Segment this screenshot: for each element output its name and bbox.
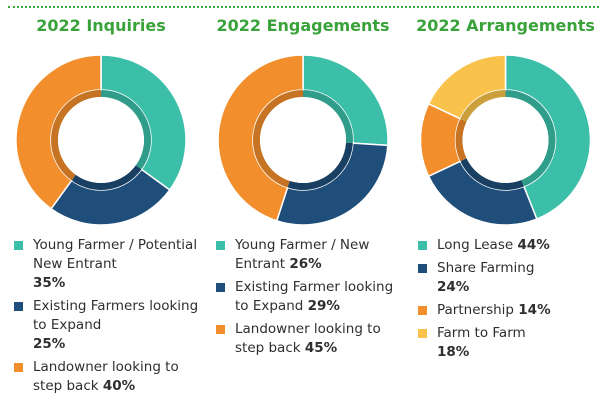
legend-label: Landowner looking to step back bbox=[33, 359, 179, 394]
panel-engagements: 2022 Engagements Young Farmer / New Entr… bbox=[202, 0, 404, 406]
legend-swatch bbox=[418, 241, 427, 250]
donut-chart-engagements bbox=[217, 54, 389, 226]
donut-hole bbox=[260, 97, 346, 183]
legend-label: Landowner looking to step back bbox=[235, 321, 381, 356]
donut-slice-inner-band bbox=[505, 90, 556, 187]
legend-engagements: Young Farmer / New Entrant 26% Existing … bbox=[216, 236, 404, 362]
donut-slice-inner-band bbox=[71, 165, 142, 190]
donut-hole bbox=[462, 97, 549, 183]
donut-slice-inner-band bbox=[303, 90, 353, 144]
legend-value: 44% bbox=[517, 237, 550, 253]
chart-title-inquiries: 2022 Inquiries bbox=[36, 16, 166, 35]
legend-label: Partnership bbox=[437, 302, 514, 318]
legend-label: Share Farming bbox=[437, 260, 535, 276]
donut-chart-inquiries bbox=[15, 54, 187, 226]
legend-label: Long Lease bbox=[437, 237, 514, 253]
legend-label: Young Farmer / Potential New Entrant bbox=[33, 237, 198, 272]
chart-title-engagements: 2022 Engagements bbox=[216, 16, 390, 35]
donut-slice-inner-band bbox=[460, 158, 524, 190]
legend-label: Young Farmer / New Entrant bbox=[235, 237, 370, 272]
legend-value: 35% bbox=[33, 275, 66, 291]
top-dotted-divider bbox=[8, 6, 599, 8]
legend-swatch bbox=[216, 283, 225, 292]
legend-swatch bbox=[14, 241, 23, 250]
legend-item-landowner: Landowner looking to step back 40% bbox=[14, 358, 202, 396]
legend-label: Farm to Farm bbox=[437, 325, 526, 341]
legend-item-farm-to-farm: Farm to Farm 18% bbox=[418, 324, 607, 362]
chart-title-arrangements: 2022 Arrangements bbox=[416, 16, 595, 35]
legend-value: 14% bbox=[518, 302, 551, 318]
legend-item-share-farming: Share Farming 24% bbox=[418, 259, 607, 297]
donut-slice-inner-band bbox=[51, 90, 101, 181]
legend-swatch bbox=[418, 264, 427, 273]
legend-label: Existing Farmers looking to Expand bbox=[33, 298, 199, 333]
legend-value: 29% bbox=[307, 298, 340, 314]
donut-slice-inner-band bbox=[460, 90, 506, 122]
legend-swatch bbox=[418, 329, 427, 338]
panel-arrangements: 2022 Arrangements Long Lease 44% Share F… bbox=[404, 0, 607, 406]
donut-hole bbox=[58, 97, 144, 183]
legend-item-partnership: Partnership 14% bbox=[418, 301, 607, 320]
donut-slice-inner-band bbox=[455, 118, 467, 162]
donut-slice-inner-band bbox=[287, 142, 353, 190]
legend-value: 25% bbox=[33, 336, 66, 352]
donut-slice-inner-band bbox=[253, 90, 303, 188]
legend-swatch bbox=[418, 306, 427, 315]
legend-item-existing-farmer: Existing Farmer looking to Expand 29% bbox=[216, 278, 404, 316]
legend-value: 24% bbox=[437, 279, 470, 295]
legend-inquiries: Young Farmer / Potential New Entrant 35%… bbox=[14, 236, 202, 400]
legend-item-long-lease: Long Lease 44% bbox=[418, 236, 607, 255]
legend-value: 40% bbox=[102, 378, 136, 394]
legend-label: Existing Farmer looking to Expand bbox=[235, 279, 394, 314]
legend-arrangements: Long Lease 44% Share Farming 24% Partner… bbox=[418, 236, 607, 366]
legend-swatch bbox=[14, 363, 23, 372]
legend-item-existing-farmers: Existing Farmers looking to Expand 25% bbox=[14, 297, 202, 354]
donut-slice-inner-band bbox=[101, 90, 151, 170]
legend-value: 26% bbox=[289, 256, 322, 272]
legend-item-young-farmer: Young Farmer / Potential New Entrant 35% bbox=[14, 236, 202, 293]
legend-swatch bbox=[216, 241, 225, 250]
legend-item-young-farmer: Young Farmer / New Entrant 26% bbox=[216, 236, 404, 274]
panel-inquiries: 2022 Inquiries Young Farmer / Potential … bbox=[0, 0, 202, 406]
legend-swatch bbox=[216, 325, 225, 334]
legend-item-landowner: Landowner looking to step back 45% bbox=[216, 320, 404, 358]
legend-swatch bbox=[14, 302, 23, 311]
legend-value: 45% bbox=[304, 340, 338, 356]
legend-value: 18% bbox=[437, 344, 470, 360]
donut-chart-arrangements bbox=[419, 54, 592, 226]
